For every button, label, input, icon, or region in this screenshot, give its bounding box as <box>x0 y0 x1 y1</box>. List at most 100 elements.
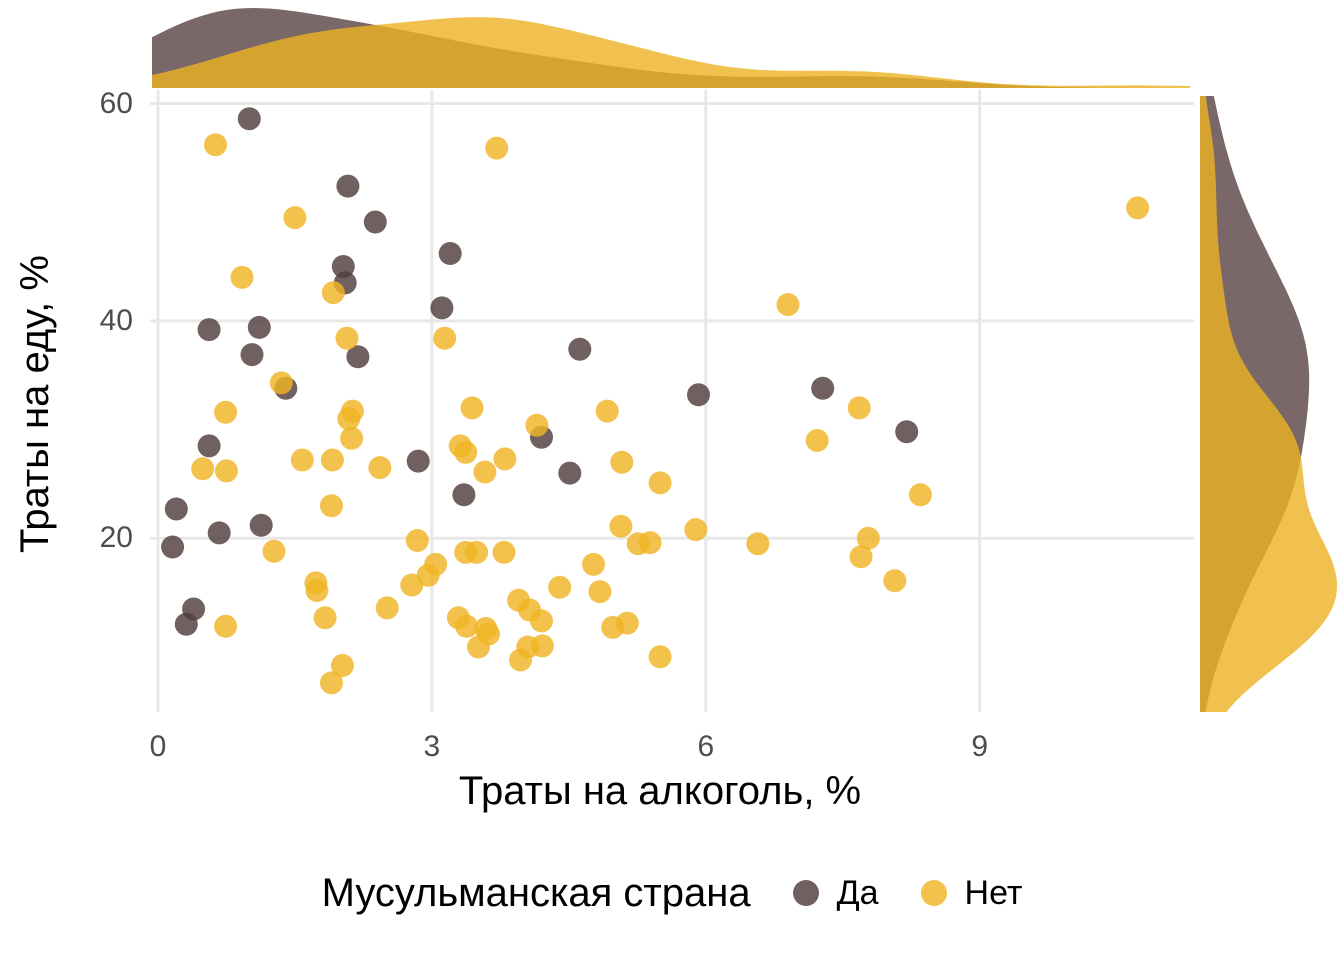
data-point-Да <box>161 535 185 559</box>
data-point-Нет <box>340 426 364 450</box>
data-point-Да <box>363 210 387 234</box>
data-point-Нет <box>805 429 829 452</box>
data-point-Да <box>336 174 360 198</box>
data-point-Нет <box>204 133 227 157</box>
data-point-Нет <box>305 579 329 602</box>
data-point-Да <box>895 420 919 444</box>
legend-item-no: Нет <box>920 873 1023 913</box>
data-point-Нет <box>1126 196 1150 220</box>
data-point-Нет <box>776 293 800 317</box>
data-point-Да <box>164 497 188 521</box>
data-point-Да <box>247 315 271 339</box>
x-tick-label: 9 <box>971 730 989 763</box>
data-point-Нет <box>485 136 509 160</box>
data-point-Нет <box>609 514 633 538</box>
data-point-Нет <box>684 518 708 542</box>
data-point-Нет <box>283 206 307 230</box>
data-point-Нет <box>908 483 932 507</box>
y-tick-label: 60 <box>99 86 133 120</box>
data-point-Нет <box>460 396 484 420</box>
data-point-Да <box>406 449 430 473</box>
data-point-Нет <box>269 371 293 395</box>
data-point-Нет <box>433 326 457 350</box>
data-point-Нет <box>330 654 354 677</box>
x-axis-title: Траты на алкоголь, % <box>458 769 862 813</box>
legend-label-no: Нет <box>964 873 1023 912</box>
data-point-Нет <box>595 399 619 423</box>
data-point-Нет <box>230 265 254 289</box>
data-point-Нет <box>638 531 662 555</box>
y-axis-title: Траты на еду, % <box>13 255 57 553</box>
data-point-Нет <box>215 459 238 483</box>
data-point-Да <box>430 296 454 320</box>
data-point-Нет <box>588 580 612 604</box>
legend-item-yes: Да <box>792 873 879 913</box>
data-point-Нет <box>610 450 634 474</box>
data-point-Нет <box>849 545 873 569</box>
data-point-Нет <box>405 529 429 552</box>
x-tick-label: 3 <box>423 730 441 763</box>
data-point-Нет <box>473 460 497 484</box>
top-density-no <box>152 17 1190 88</box>
data-point-Нет <box>530 609 553 633</box>
data-point-Нет <box>290 448 314 472</box>
data-point-Да <box>197 318 221 342</box>
legend-dot-yes-icon <box>792 880 819 906</box>
data-point-Нет <box>191 457 215 481</box>
data-point-Нет <box>214 614 238 638</box>
data-point-Нет <box>493 447 517 471</box>
data-point-Нет <box>847 396 871 420</box>
data-point-Да <box>240 343 264 367</box>
data-point-Да <box>197 434 221 458</box>
data-point-Нет <box>525 413 549 437</box>
data-point-Нет <box>337 407 361 431</box>
data-point-Да <box>568 337 592 361</box>
data-point-Нет <box>320 494 343 518</box>
data-point-Да <box>687 383 710 407</box>
data-point-Да <box>452 483 476 507</box>
right-density-no <box>1200 96 1337 712</box>
data-point-Нет <box>321 281 345 305</box>
data-point-Нет <box>530 634 554 658</box>
data-point-Нет <box>262 539 286 563</box>
y-tick-label: 40 <box>99 303 133 337</box>
legend-title: Мусульманская страна <box>321 870 751 915</box>
data-point-Да <box>811 376 835 400</box>
data-point-Нет <box>492 540 516 564</box>
y-tick-label: 20 <box>99 521 133 555</box>
data-point-Нет <box>313 606 337 630</box>
data-point-Да <box>249 513 273 537</box>
data-point-Нет <box>320 671 343 695</box>
data-point-Нет <box>509 648 532 672</box>
data-point-Нет <box>214 400 238 424</box>
data-point-Нет <box>465 540 489 564</box>
data-point-Да <box>174 612 198 636</box>
legend: Мусульманская страна Да Нет <box>0 863 1344 923</box>
data-point-Нет <box>648 471 672 495</box>
x-tick-label: 0 <box>149 730 167 763</box>
data-point-Нет <box>467 635 490 659</box>
data-point-Нет <box>335 326 359 350</box>
data-point-Да <box>438 242 462 265</box>
data-point-Нет <box>648 645 672 669</box>
data-point-Нет <box>582 552 605 576</box>
data-point-Да <box>207 521 231 545</box>
legend-label-yes: Да <box>836 873 879 912</box>
data-point-Нет <box>400 573 424 597</box>
data-point-Нет <box>368 456 392 480</box>
data-point-Нет <box>455 614 479 638</box>
data-point-Да <box>237 107 261 131</box>
data-point-Нет <box>548 575 572 599</box>
data-point-Да <box>346 345 370 369</box>
data-point-Нет <box>856 526 880 550</box>
data-point-Нет <box>454 440 478 464</box>
data-point-Нет <box>375 596 399 620</box>
data-point-Нет <box>320 448 344 472</box>
legend-dot-no-icon <box>920 880 947 906</box>
data-point-Нет <box>601 615 625 639</box>
data-point-Нет <box>883 569 907 593</box>
x-tick-label: 6 <box>697 730 715 763</box>
data-point-Нет <box>746 532 770 556</box>
data-point-Да <box>558 461 582 485</box>
